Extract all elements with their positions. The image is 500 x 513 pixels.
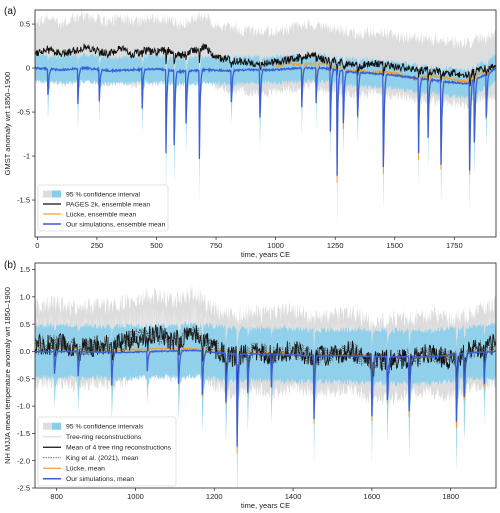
legend-entry-label: Lücke, mean	[66, 466, 105, 473]
y-axis-label: GMST anomaly wrt 1850–1900	[3, 72, 12, 176]
x-axis-label: time, years CE	[241, 250, 290, 259]
legend-entry-label: Lücke, ensemble mean	[66, 211, 136, 218]
y-tick-label: 1.0	[20, 292, 30, 301]
legend-entry-label: PAGES 2k, ensemble mean	[66, 201, 150, 208]
y-tick-label: 0.5	[20, 320, 30, 329]
y-tick-label: -1.5	[17, 196, 30, 205]
y-tick-label: -2.0	[17, 456, 30, 465]
x-tick-label: 1250	[327, 241, 344, 250]
legend-swatch-blue	[52, 190, 61, 198]
y-axis-label: NH MJJA mean temperature anomaly wrt 185…	[3, 287, 12, 464]
panel-b: 800 1000 1200 1400 1600 1800 -2.5 -2.0 -1.5 -1.0 -…	[3, 260, 497, 510]
y-tick-label: 1.5	[20, 265, 30, 274]
panel-a: 0 250 500 750 1000 1250 1500 1750 -1.5 -1 -0.5 0 0.5…	[3, 6, 497, 259]
y-tick-label: -2.5	[17, 484, 30, 493]
legend-entry-label: Mean of 4 tree ring reconstructions	[66, 445, 172, 452]
x-tick-label: 1000	[127, 492, 144, 501]
pages2k-mean-line	[35, 43, 496, 87]
x-tick-label: 1750	[446, 241, 463, 250]
x-tick-label: 750	[210, 241, 223, 250]
y-tick-label: -0.5	[17, 108, 30, 117]
legend-entry-label: 95 % confidence interval	[66, 191, 141, 198]
panel-label: (b)	[4, 260, 16, 271]
legend-entry-label: King et al. (2021), mean	[66, 455, 139, 462]
x-tick-label: 1800	[442, 492, 459, 501]
our-simulations-mean-line	[35, 65, 496, 176]
legend-box	[37, 416, 177, 487]
x-tick-label: 0	[35, 241, 39, 250]
y-tick-label: 0.5	[20, 20, 30, 29]
x-tick-label: 1400	[285, 492, 302, 501]
x-tick-label: 500	[150, 241, 163, 250]
legend-swatch-gray	[43, 190, 52, 198]
plot-frame	[34, 262, 497, 489]
plot-content	[35, 10, 496, 228]
x-tick-label: 800	[50, 492, 63, 501]
legend-entry-label: Tree-ring reconstructions	[66, 434, 142, 441]
legend-entry-label: 95 % confidence intervals	[66, 424, 144, 431]
x-tick-label: 1200	[206, 492, 223, 501]
tree-ring-mean-line	[35, 324, 496, 401]
x-tick-label: 1600	[364, 492, 381, 501]
our-simulations-mean-line	[35, 349, 496, 447]
y-tick-label: 0.0	[20, 347, 30, 356]
x-tick-label: 1000	[267, 241, 284, 250]
legend-swatch-blue	[52, 422, 61, 430]
x-tick-label: 250	[91, 241, 104, 250]
y-tick-label: -1.0	[17, 402, 30, 411]
y-tick-label: 0	[26, 64, 30, 73]
legend-entry-label: Our simulations, ensemble mean	[66, 221, 166, 228]
panel-label: (a)	[4, 6, 16, 17]
y-tick-label: -1	[23, 152, 30, 161]
y-tick-label: -0.5	[17, 374, 30, 383]
confidence-band-blue	[35, 52, 496, 228]
y-tick-label: -1.5	[17, 429, 30, 438]
x-tick-label: 1500	[386, 241, 403, 250]
legend-entry-label: Our simulations, mean	[66, 476, 134, 483]
legend-box	[37, 184, 169, 232]
plot-frame	[34, 9, 497, 238]
plot-content	[35, 284, 496, 488]
legend-swatch-gray	[43, 422, 52, 430]
x-axis-label: time, years CE	[241, 501, 290, 510]
